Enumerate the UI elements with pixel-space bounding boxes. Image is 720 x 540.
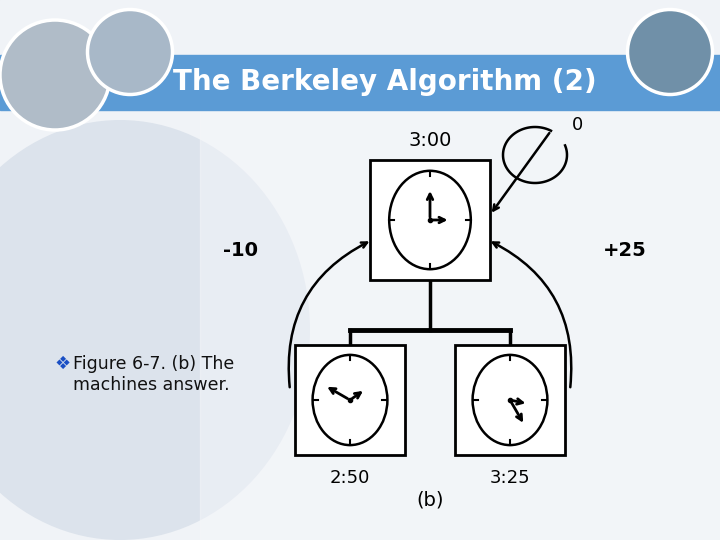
Text: 3:00: 3:00 [408, 131, 451, 150]
Bar [0, 55, 720, 110]
Text: 3:25: 3:25 [490, 469, 531, 487]
Text: ❖: ❖ [55, 355, 71, 373]
Bar [370, 160, 490, 280]
Text: 2:50: 2:50 [330, 469, 370, 487]
Bar [295, 345, 405, 455]
Bar [455, 345, 565, 455]
Ellipse shape [312, 355, 387, 445]
Text: (b): (b) [416, 490, 444, 510]
Ellipse shape [0, 20, 110, 130]
Ellipse shape [390, 171, 471, 269]
Text: -10: -10 [222, 240, 258, 260]
Text: 0: 0 [572, 116, 583, 134]
Text: +25: +25 [603, 240, 647, 260]
Text: Figure 6-7. (b) The
machines answer.: Figure 6-7. (b) The machines answer. [73, 355, 234, 394]
Text: The Berkeley Algorithm (2): The Berkeley Algorithm (2) [174, 68, 597, 96]
Ellipse shape [88, 10, 173, 94]
Ellipse shape [0, 120, 310, 540]
Ellipse shape [472, 355, 547, 445]
Bar [200, 90, 720, 540]
Ellipse shape [628, 10, 713, 94]
